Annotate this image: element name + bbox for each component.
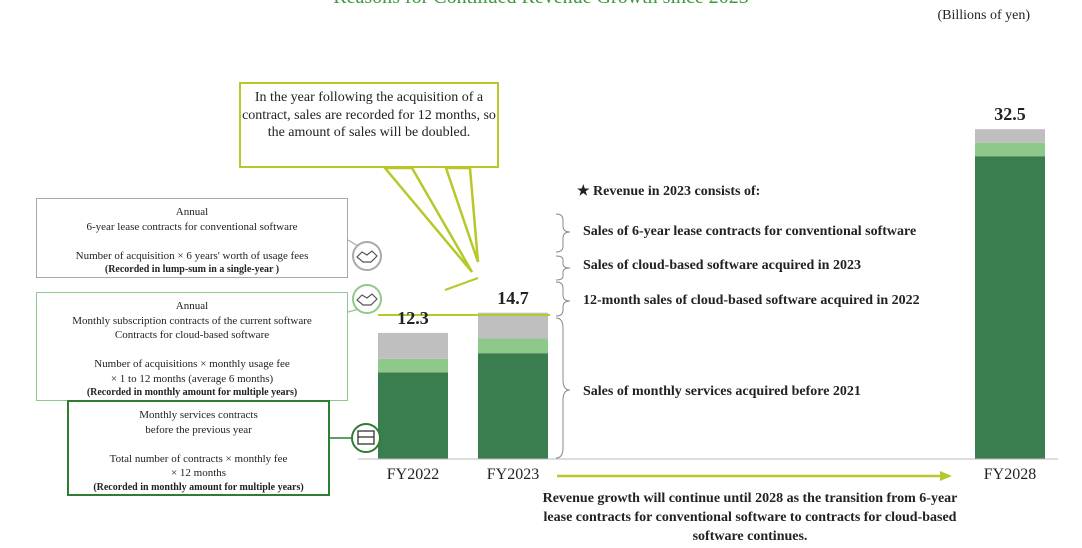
bracket-cloud-2023 [555, 255, 571, 281]
box-bold-line: (Recorded in monthly amount for multiple… [86, 387, 298, 398]
cloud-explanation-box: Annual Monthly subscription contracts of… [36, 292, 348, 401]
bracket-cloud-2022 [555, 281, 571, 317]
bracket-monthly [555, 317, 571, 459]
bar-fy2028-lease [975, 129, 1045, 143]
total-label-fy2023: 14.7 [497, 287, 529, 308]
category-label-fy2022: FY2022 [386, 466, 440, 483]
total-label-fy2028: 32.5 [994, 104, 1026, 125]
box-line: Annual [175, 206, 209, 218]
box-line: Contracts for cloud-based software [114, 329, 270, 341]
bar-fy2028-monthly [975, 156, 1045, 459]
box-line: Total number of contracts × monthly fee [109, 452, 288, 465]
callout-tail-right [444, 166, 480, 263]
handshake-icon [352, 284, 382, 314]
box-line: Monthly subscription contracts of the cu… [72, 314, 312, 327]
bar-fy2022-cloud [378, 358, 448, 373]
note-item-cloud-2022: 12-month sales of cloud-based software a… [583, 293, 920, 308]
bar-fy2022-monthly [378, 372, 448, 459]
box-bold-line: (Recorded in lump-sum in a single-year ) [104, 264, 280, 275]
doubling-callout: In the year following the acquisition of… [239, 82, 499, 168]
box-line: Monthly services contracts [139, 409, 258, 421]
note-item-cloud-2023: Sales of cloud-based software acquired i… [583, 258, 861, 273]
conclusion-text: Revenue growth will continue until 2028 … [542, 491, 958, 544]
box-line [69, 437, 328, 452]
box-line: Number of acquisitions × monthly usage f… [94, 358, 290, 370]
doubling-link [444, 277, 479, 291]
box-line: 6-year lease contracts for conventional … [86, 220, 298, 233]
box-bold-line: (Recorded in monthly amount for multiple… [93, 481, 304, 493]
window-icon [351, 423, 381, 453]
brackets [555, 213, 571, 459]
bar-fy2023-lease [478, 312, 548, 339]
note-item-lease: Sales of 6-year lease contracts for conv… [583, 224, 917, 239]
monthly-explanation-box: Monthly services contracts before the pr… [67, 400, 330, 496]
box-line [37, 234, 347, 249]
box-line: Number of acquisition × 6 years' worth o… [75, 249, 309, 262]
bracket-lease [555, 213, 571, 253]
note-item-monthly: Sales of monthly services acquired befor… [583, 384, 861, 399]
lease-explanation-box: Annual 6-year lease contracts for conven… [36, 198, 348, 278]
box-line [37, 343, 347, 358]
unit-label: (Billions of yen) [937, 8, 1030, 23]
callout-tail-left [382, 166, 474, 273]
bar-fy2023-monthly [478, 353, 548, 459]
box-line: before the previous year [145, 423, 252, 436]
category-label-fy2023: FY2023 [486, 466, 540, 483]
category-label-fy2028: FY2028 [983, 466, 1037, 483]
revenue-composition-heading: ★ Revenue in 2023 consists of: [577, 184, 761, 199]
bar-fy2022-lease [378, 332, 448, 359]
box-line: × 12 months [170, 467, 227, 479]
chart-title: Reasons for Continued Revenue Growth sin… [0, 0, 1082, 9]
box-line: Annual [175, 300, 209, 312]
bar-fy2028-cloud [975, 142, 1045, 157]
box-line: × 1 to 12 months (average 6 months) [110, 372, 274, 385]
total-label-fy2022: 12.3 [397, 307, 429, 328]
bar-fy2023-cloud [478, 338, 548, 354]
handshake-icon [352, 241, 382, 271]
growth-arrow-head [940, 471, 952, 481]
